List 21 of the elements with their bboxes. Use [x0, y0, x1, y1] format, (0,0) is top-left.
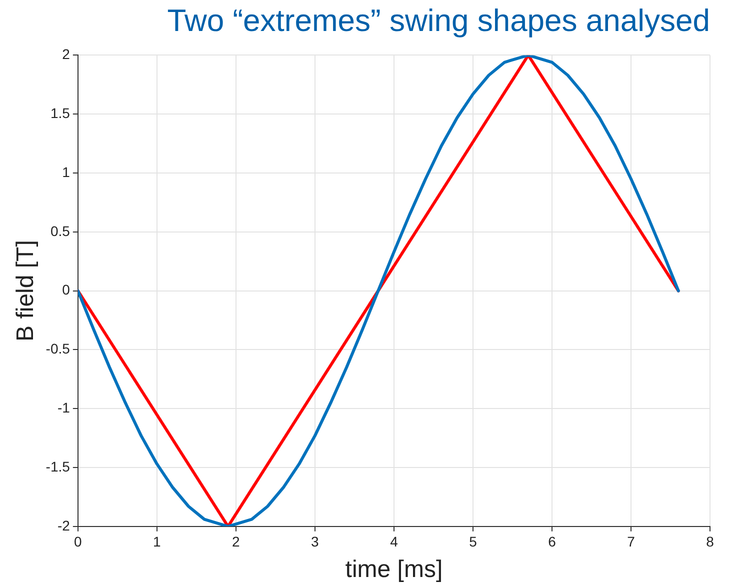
x-tick-label: 6 [548, 534, 556, 550]
y-tick-label: -0.5 [46, 340, 70, 357]
x-tick-label: 8 [706, 534, 714, 550]
y-tick-label: 1 [62, 164, 70, 180]
x-tick-label: 1 [153, 534, 162, 550]
y-tick-label: 0.5 [50, 222, 70, 239]
x-tick-label: 5 [469, 534, 478, 550]
y-tick-label: 2 [62, 46, 70, 62]
y-tick-label: 1.5 [50, 104, 70, 121]
chart-title: Two “extremes” swing shapes analysed [167, 3, 710, 38]
y-axis-title: B field [T] [12, 240, 40, 342]
x-tick-label: 2 [232, 534, 240, 550]
y-tick-label: -1 [57, 399, 70, 416]
x-axis-title: time [ms] [345, 556, 443, 584]
x-tick-label: 0 [74, 534, 82, 550]
y-tick-label: -2 [57, 517, 70, 534]
y-tick-label: -1.5 [46, 458, 70, 474]
y-tick-label: 0 [62, 282, 70, 298]
x-tick-label: 4 [390, 534, 398, 550]
x-tick-label: 7 [627, 534, 636, 550]
x-tick-label: 3 [311, 534, 320, 550]
